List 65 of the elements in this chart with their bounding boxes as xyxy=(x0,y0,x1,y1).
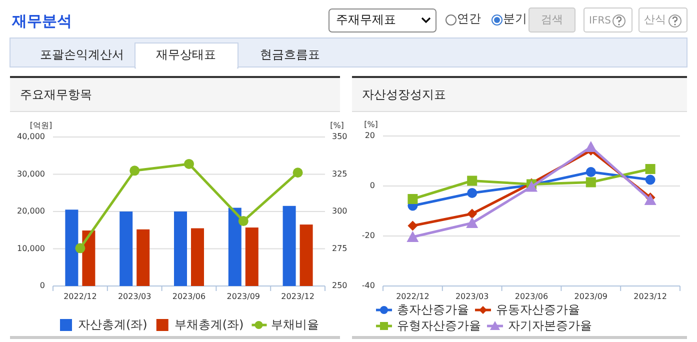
point xyxy=(408,194,418,204)
y-axis-title: [%] xyxy=(364,120,378,130)
point xyxy=(467,176,478,186)
x-tick-label: 2023/03 xyxy=(455,292,489,302)
legend-label: 자기자본증가율 xyxy=(508,318,592,332)
x-tick-label: 2023/06 xyxy=(514,292,548,302)
bar xyxy=(120,212,133,286)
point xyxy=(466,217,478,228)
point xyxy=(586,167,596,177)
y-tick-label: 0 xyxy=(40,281,45,290)
point xyxy=(467,208,478,219)
bar xyxy=(228,208,242,286)
x-tick-label: 2023/12 xyxy=(281,292,314,302)
y2-axis-title: [%] xyxy=(330,121,344,130)
point xyxy=(408,220,418,231)
point xyxy=(644,194,656,205)
y-tick-label: 30,000 xyxy=(17,169,45,178)
x-tick-label: 2023/09 xyxy=(574,292,608,302)
y-tick-label: 20,000 xyxy=(17,206,45,216)
point xyxy=(467,188,478,198)
bar xyxy=(136,229,150,286)
point xyxy=(184,158,194,169)
bar xyxy=(65,210,78,286)
legend-label: 유동자산증가율 xyxy=(496,302,580,316)
point xyxy=(645,174,656,185)
y-tick-label: 10,000 xyxy=(17,244,45,253)
legend-label: 총자산증가율 xyxy=(397,302,469,316)
chart-title: 자산성장성지표 xyxy=(362,87,446,102)
y-tick-label: 40,000 xyxy=(17,132,45,142)
y-tick-label: 0 xyxy=(370,181,375,190)
y-tick-label: 20 xyxy=(364,131,375,140)
point xyxy=(645,164,656,174)
y2-tick-label: 350 xyxy=(332,132,348,142)
y2-tick-label: 275 xyxy=(332,244,348,253)
bar xyxy=(174,212,187,286)
bar xyxy=(82,230,96,286)
page-ui: 재무분석 주재무제표 연간 분기 검색 IFRS 산식 포괄손익계산서 재무상태표 현금흐름표 xyxy=(10,8,688,69)
x-tick-label: 2023/03 xyxy=(118,292,152,302)
point xyxy=(586,177,596,188)
point xyxy=(584,141,597,152)
legend-label: 유형자산증가율 xyxy=(397,318,481,332)
x-tick-label: 2023/12 xyxy=(634,292,667,302)
bar xyxy=(245,228,258,286)
point xyxy=(75,243,86,254)
bar xyxy=(191,228,204,286)
y2-tick-label: 325 xyxy=(332,169,348,178)
y-axis-title: [억원] xyxy=(30,121,52,130)
x-tick-label: 2023/06 xyxy=(172,292,206,302)
y2-tick-label: 250 xyxy=(332,281,348,290)
y-tick-label: -40 xyxy=(362,281,375,290)
y2-tick-label: 300 xyxy=(332,206,348,216)
x-tick-label: 2023/09 xyxy=(226,292,260,302)
chart-title: 주요재무항목 xyxy=(20,87,92,102)
legend-label: 부채총계(좌) xyxy=(174,317,244,332)
point xyxy=(238,216,248,226)
bar xyxy=(300,224,313,286)
legend-label: 부채비율 xyxy=(270,317,319,332)
x-tick-label: 2022/12 xyxy=(396,292,430,302)
x-tick-label: 2022/12 xyxy=(64,292,97,302)
legend-label: 자산총계(좌) xyxy=(78,317,148,332)
bar xyxy=(282,206,296,286)
point xyxy=(130,166,140,176)
point xyxy=(406,231,419,242)
y-tick-label: -20 xyxy=(362,231,375,240)
point xyxy=(292,168,303,178)
